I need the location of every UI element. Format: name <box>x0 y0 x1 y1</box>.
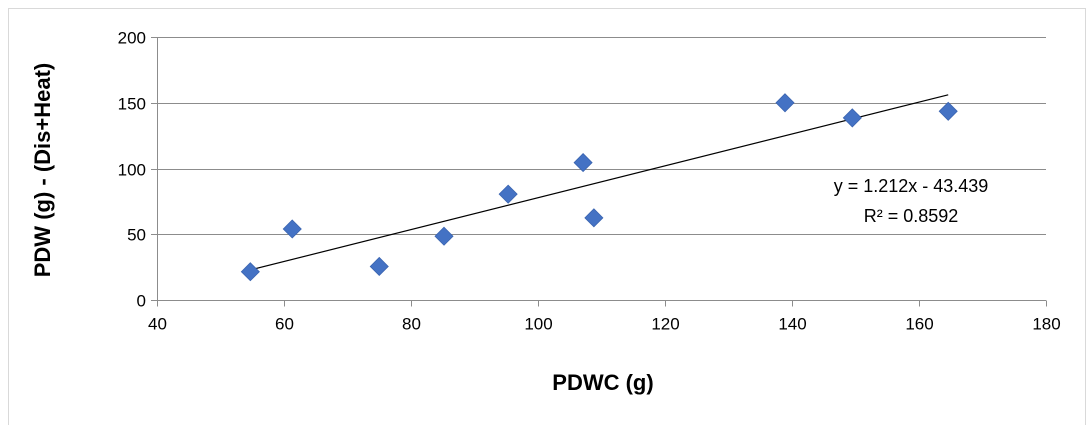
scatter-point <box>434 226 454 246</box>
x-tick-label: 40 <box>148 315 167 334</box>
data-points <box>240 93 958 282</box>
scatter-point <box>240 262 260 282</box>
scatter-point <box>282 219 302 239</box>
scatter-point <box>842 108 862 128</box>
trendline-r-squared: R² = 0.8592 <box>864 206 959 226</box>
x-tick-label: 60 <box>275 315 294 334</box>
tick-labels: 0 50 100 150 200 40 60 80 100 120 140 160 180 <box>118 29 1061 334</box>
y-tick-label: 150 <box>118 95 146 114</box>
x-tick-label: 120 <box>651 315 679 334</box>
trendline-layer <box>250 94 949 271</box>
scatter-point <box>938 101 958 121</box>
y-tick-label: 200 <box>118 29 146 48</box>
x-axis-title: PDWC (g) <box>552 370 653 395</box>
axes <box>151 37 1047 307</box>
scatter-point <box>369 256 389 277</box>
trendline-equation: y = 1.212x - 43.439 <box>834 176 989 196</box>
scatter-point <box>584 208 604 228</box>
x-tick-label: 160 <box>905 315 933 334</box>
chart-frame <box>8 8 1086 425</box>
x-tick-label: 80 <box>402 315 421 334</box>
y-tick-label: 100 <box>118 161 146 180</box>
x-tick-label: 180 <box>1032 315 1060 334</box>
linear-trendline <box>250 94 949 271</box>
x-tick-label: 100 <box>524 315 552 334</box>
scatter-point <box>573 153 593 173</box>
x-tick-label: 140 <box>778 315 806 334</box>
gridlines <box>157 37 1046 235</box>
scatter-point <box>498 184 518 204</box>
scatter-point <box>775 93 795 113</box>
y-tick-label: 0 <box>137 292 146 311</box>
y-tick-label: 50 <box>127 226 146 245</box>
y-axis-title: PDW (g) - (Dis+Heat) <box>30 63 55 278</box>
